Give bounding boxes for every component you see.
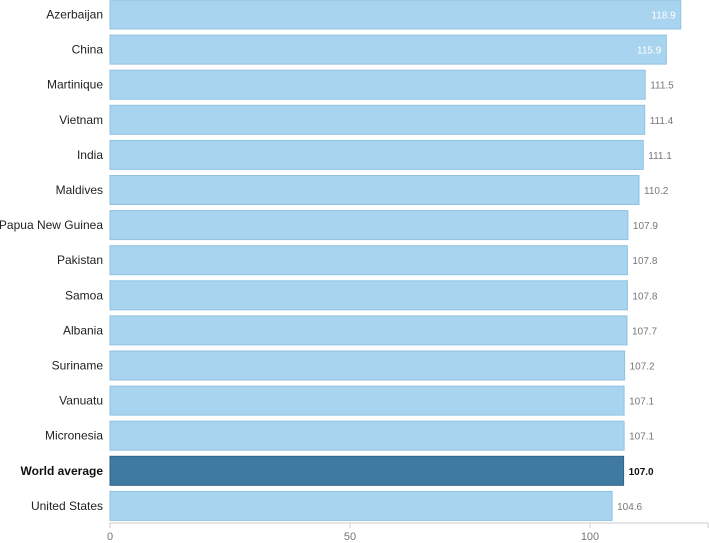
- x-tick-label: 50: [344, 531, 356, 543]
- category-label: Samoa: [65, 288, 103, 302]
- value-label: 104.6: [617, 502, 642, 513]
- value-label: 118.9: [651, 11, 676, 22]
- category-label: Vanuatu: [59, 394, 103, 408]
- value-label: 111.4: [650, 116, 674, 127]
- value-label: 115.9: [637, 46, 662, 57]
- bar-maldives: [109, 175, 640, 205]
- value-label: 107.9: [633, 221, 658, 232]
- category-label: United States: [31, 499, 103, 513]
- value-label: 107.2: [630, 362, 655, 373]
- value-label: 111.1: [648, 151, 672, 162]
- bar-world-average: [109, 455, 625, 486]
- bars-layer: [109, 0, 682, 521]
- bar-pakistan: [109, 245, 628, 276]
- category-label: Martinique: [47, 78, 103, 92]
- category-label: China: [72, 43, 104, 57]
- category-label: Micronesia: [45, 429, 103, 443]
- category-label: Albania: [63, 323, 103, 337]
- category-label: Suriname: [52, 359, 104, 373]
- bar-martinique: [109, 69, 646, 100]
- value-label: 107.1: [629, 397, 654, 408]
- bar-india: [109, 139, 644, 170]
- category-label: World average: [21, 464, 104, 478]
- category-label: Maldives: [56, 183, 103, 197]
- x-tick-label: 100: [581, 531, 599, 543]
- bar-vanuatu: [109, 385, 625, 416]
- x-axis: 0 50 100: [107, 522, 709, 543]
- value-label: 107.0: [629, 467, 654, 478]
- bar-azerbaijan: [109, 0, 682, 30]
- category-label: India: [77, 148, 103, 162]
- bar-china: [109, 34, 667, 65]
- category-label: Papua New Guinea: [0, 218, 103, 232]
- bar-papua-new-guinea: [109, 210, 629, 241]
- category-label: Pakistan: [57, 253, 103, 267]
- category-labels: Azerbaijan China Martinique Vietnam India Mal…: [0, 8, 103, 513]
- value-label: 107.7: [632, 326, 657, 337]
- value-label: 107.8: [632, 256, 657, 267]
- value-label: 107.8: [632, 291, 657, 302]
- value-label: 110.2: [644, 186, 669, 197]
- bar-united-states: [109, 490, 613, 521]
- value-label: 111.5: [650, 81, 674, 92]
- bar-samoa: [109, 280, 628, 311]
- bar-micronesia: [109, 420, 625, 451]
- value-label: 107.1: [629, 432, 654, 443]
- bar-albania: [109, 315, 628, 346]
- bar-suriname: [109, 350, 626, 381]
- category-label: Azerbaijan: [46, 8, 103, 22]
- bar-vietnam: [109, 104, 646, 135]
- value-labels: 118.9 115.9 111.5 111.4 111.1 110.2 107.9 107.8…: [617, 11, 676, 513]
- category-label: Vietnam: [59, 113, 103, 127]
- x-tick-label: 0: [107, 531, 113, 543]
